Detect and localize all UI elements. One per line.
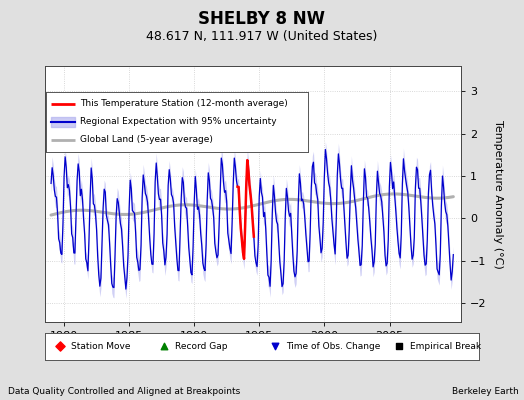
Text: This Temperature Station (12-month average): This Temperature Station (12-month avera… (80, 100, 288, 108)
Text: Station Move: Station Move (71, 342, 130, 351)
Text: Berkeley Earth: Berkeley Earth (452, 387, 519, 396)
Text: Empirical Break: Empirical Break (410, 342, 481, 351)
Y-axis label: Temperature Anomaly (°C): Temperature Anomaly (°C) (493, 120, 504, 268)
Text: Data Quality Controlled and Aligned at Breakpoints: Data Quality Controlled and Aligned at B… (8, 387, 240, 396)
Point (395, 343, 403, 350)
Text: Record Gap: Record Gap (175, 342, 227, 351)
Text: SHELBY 8 NW: SHELBY 8 NW (199, 10, 325, 28)
Point (160, 343, 168, 350)
Text: 48.617 N, 111.917 W (United States): 48.617 N, 111.917 W (United States) (146, 30, 378, 43)
Text: Time of Obs. Change: Time of Obs. Change (286, 342, 380, 351)
Text: Global Land (5-year average): Global Land (5-year average) (80, 136, 213, 144)
Point (56, 343, 64, 350)
Point (271, 343, 279, 350)
Text: Regional Expectation with 95% uncertainty: Regional Expectation with 95% uncertaint… (80, 118, 277, 126)
